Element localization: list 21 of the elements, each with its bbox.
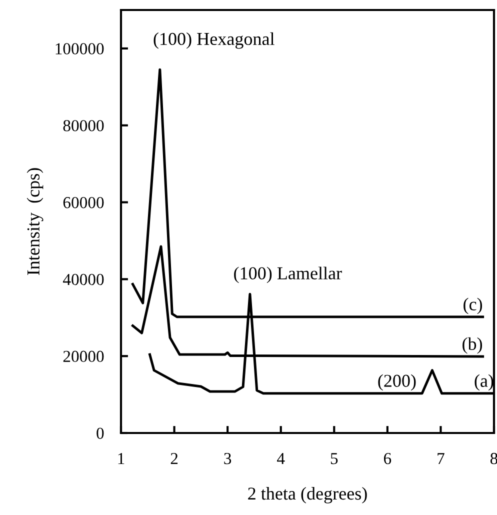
- y-axis-title: Intensity (cps): [26, 168, 44, 275]
- y-tick-label: 100000: [56, 43, 104, 54]
- y-tick-label: 40000: [62, 274, 104, 286]
- x-tick-label: 4: [277, 453, 285, 464]
- annotation: (100) Hexagonal: [154, 32, 274, 49]
- x-tick-label: 6: [384, 452, 392, 464]
- annotation: (200): [378, 374, 416, 391]
- annotation: (c): [464, 298, 482, 314]
- annotation: (100) Lamellar: [234, 266, 342, 284]
- annotation: (b): [462, 337, 482, 354]
- y-tick-label: 60000: [63, 196, 104, 208]
- annotation: (a): [474, 374, 494, 391]
- x-tick-label: 2: [170, 452, 178, 464]
- x-tick-label: 7: [438, 453, 444, 464]
- y-tick-label: 20000: [63, 350, 104, 362]
- y-tick-label: 80000: [63, 120, 104, 132]
- x-axis-title: 2 theta (degrees): [248, 487, 367, 504]
- x-tick-label: 3: [224, 452, 232, 464]
- x-tick-label: 5: [330, 453, 338, 464]
- x-tick-label: 1: [118, 453, 124, 464]
- y-tick-label: 0: [96, 428, 104, 439]
